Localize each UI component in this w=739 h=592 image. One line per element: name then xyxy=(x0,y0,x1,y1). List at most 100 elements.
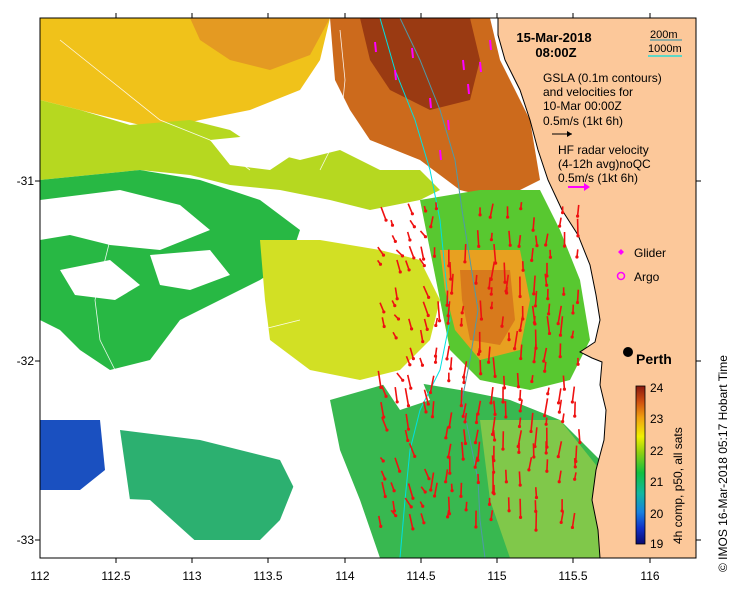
hf-vector-head xyxy=(527,468,531,472)
hf-vector-head xyxy=(474,281,478,285)
hf-vector xyxy=(477,400,482,415)
hf-vector xyxy=(423,318,429,330)
hf-vector-head xyxy=(411,527,415,531)
hf-vector-head xyxy=(382,324,386,329)
hf-vector xyxy=(501,316,504,327)
hf-vector xyxy=(530,248,534,261)
hf-vector-head xyxy=(444,480,448,484)
hf-vector-head xyxy=(513,346,517,351)
hf-vector xyxy=(489,203,494,218)
hf-legend: HF radar velocity (4-12h avg)noQC 0.5m/s… xyxy=(558,143,651,191)
hf-vector xyxy=(420,246,425,260)
hf-vector-head xyxy=(532,320,537,325)
hf-vector-head xyxy=(422,521,426,525)
hf-vector xyxy=(379,302,385,313)
hf-vector xyxy=(408,513,414,530)
colorbar-gradient xyxy=(635,385,646,545)
axes-frame xyxy=(39,17,697,559)
hf-vector-head xyxy=(532,455,536,459)
hf-vector xyxy=(534,290,538,306)
cloud-gaps xyxy=(40,135,430,558)
argo-symbol xyxy=(616,271,626,281)
hf-vector xyxy=(394,387,398,403)
x-tick-label: 114.5 xyxy=(406,569,435,583)
hf-vector xyxy=(543,398,549,416)
hf-legend-scale: 0.5m/s (1kt 6h) xyxy=(558,171,638,185)
hf-vector-head xyxy=(501,447,505,451)
hf-vector xyxy=(490,386,494,403)
hf-vector-head xyxy=(575,214,580,218)
hf-vector-head xyxy=(545,283,549,287)
hf-vector-head xyxy=(401,378,405,382)
hf-vector xyxy=(423,389,430,405)
hf-vector-head xyxy=(430,415,435,419)
hf-vector-head xyxy=(432,494,437,498)
hf-vector-head xyxy=(421,257,426,261)
hf-vector xyxy=(408,318,413,330)
hf-vector-head xyxy=(504,480,508,484)
hf-vector xyxy=(396,259,402,273)
hf-vector-head xyxy=(517,450,521,454)
hf-vector xyxy=(404,429,409,441)
hf-vector-head xyxy=(408,238,412,242)
hf-vector-head xyxy=(519,207,523,211)
hf-vector xyxy=(380,401,385,418)
hf-vector-head xyxy=(445,515,450,519)
hf-vector-head xyxy=(557,410,561,414)
hf-vector-head xyxy=(570,335,574,339)
hf-vector xyxy=(503,262,506,283)
hf-vector xyxy=(422,301,429,316)
argo-label: Argo xyxy=(634,270,660,284)
gsla-legend-line3: 10-Mar 00:00Z xyxy=(543,99,622,113)
hf-vector-head xyxy=(547,331,552,336)
hf-vector-head xyxy=(406,438,410,443)
hf-vector-head xyxy=(398,469,402,473)
map-time: 08:00Z xyxy=(535,45,576,60)
hf-vector-head xyxy=(530,258,534,262)
colorbar-tick: 21 xyxy=(650,475,664,489)
hf-vector xyxy=(408,443,416,457)
hf-vector xyxy=(447,443,452,458)
hf-vector-head xyxy=(535,244,539,248)
hf-vector xyxy=(394,287,398,299)
hf-vector xyxy=(431,401,435,417)
hf-vector xyxy=(377,370,382,388)
hf-vector-head xyxy=(487,286,491,290)
hf-vector xyxy=(447,301,451,316)
hf-vector xyxy=(446,345,451,360)
hf-vector xyxy=(576,289,580,303)
hf-vector xyxy=(433,482,438,497)
hf-vector-head xyxy=(445,357,449,361)
hf-vector-head xyxy=(543,369,547,373)
x-tick-label: 115.5 xyxy=(558,569,587,583)
hf-vector-head xyxy=(501,400,505,404)
hf-vector xyxy=(532,275,536,294)
hf-vector-head xyxy=(516,385,521,389)
hf-vector-head xyxy=(396,317,401,321)
hf-vector-head xyxy=(395,400,399,404)
hf-vector-head xyxy=(383,477,387,481)
hf-legend-line1: HF radar velocity xyxy=(558,143,649,157)
hf-vector-head xyxy=(575,300,580,305)
hf-vector xyxy=(437,301,441,321)
hf-vector xyxy=(474,456,478,468)
glider-track xyxy=(447,119,450,131)
glider-track xyxy=(489,39,492,51)
hf-vector xyxy=(519,344,523,359)
hf-vector-head xyxy=(390,223,395,227)
hf-vector-head xyxy=(394,514,398,518)
x-tick-label: 113 xyxy=(182,569,201,583)
hf-vector xyxy=(429,375,435,393)
gsla-legend: GSLA (0.1m contours) and velocities for … xyxy=(543,71,662,137)
hf-vector-head xyxy=(575,255,579,259)
hf-vector-head xyxy=(556,454,560,459)
hf-scale-arrowhead xyxy=(584,183,590,191)
x-tick-label: 113.5 xyxy=(253,569,282,583)
hf-vector-head xyxy=(560,211,565,215)
hf-vector xyxy=(422,285,430,298)
hf-vector xyxy=(444,469,449,482)
hf-vector-head xyxy=(518,483,522,487)
hf-vector xyxy=(450,273,454,294)
hf-vector-head xyxy=(449,277,453,281)
hf-vector xyxy=(445,426,449,438)
